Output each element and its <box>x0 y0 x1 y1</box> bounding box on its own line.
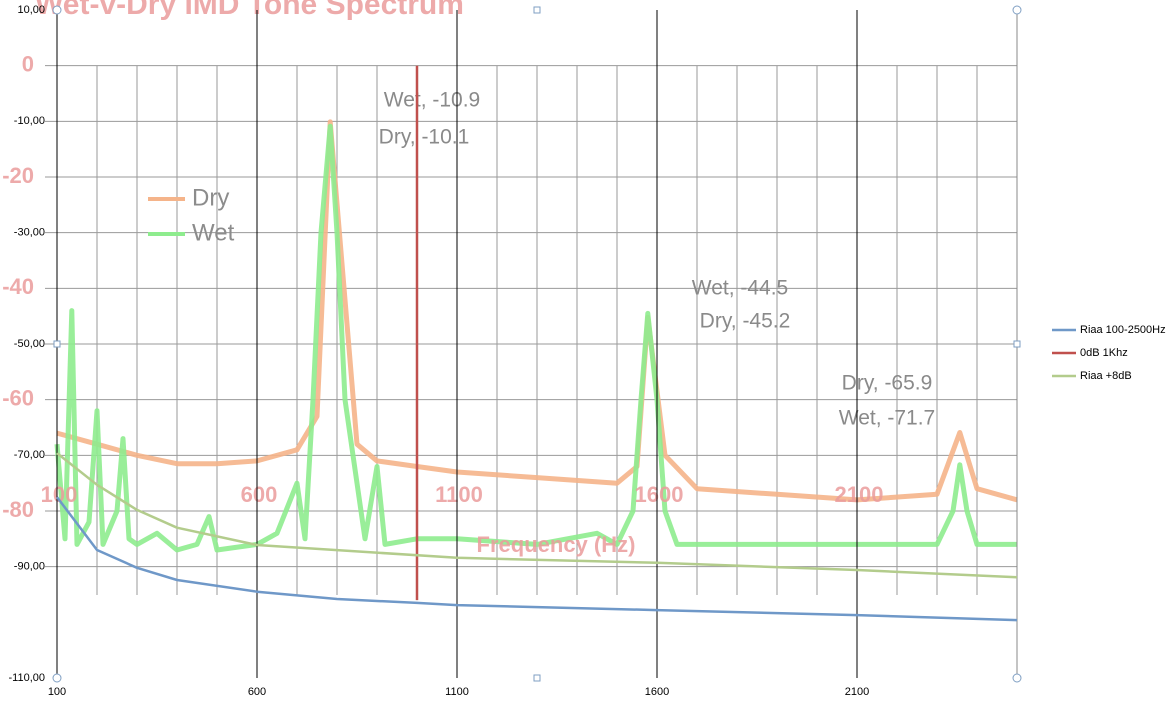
handle <box>533 674 541 682</box>
x-tick-label: 600 <box>241 482 278 507</box>
annotation: Wet, -10.9 <box>384 89 481 112</box>
x-tick-label: 100 <box>41 482 78 507</box>
annotation: Dry, -10.1 <box>379 126 470 149</box>
chart-title: Wet-v-Dry IMD Tone Spectrum <box>35 0 464 21</box>
y-tick-label: -50,00 <box>14 338 45 350</box>
y-tick-label: -10,00 <box>14 115 45 127</box>
legend-label: Dry <box>192 184 229 211</box>
selection-handles <box>52 5 1022 683</box>
y-tick-label: -70,00 <box>14 449 45 461</box>
x-tick-label: 2100 <box>845 686 869 698</box>
y-tick-label: -30,00 <box>14 227 45 239</box>
y-tick-label: 0 <box>22 51 34 76</box>
y-tick-label: -60 <box>2 385 34 410</box>
handle <box>533 6 541 14</box>
annotation: Dry, -45.2 <box>700 310 791 333</box>
legend-label: 0dB 1Khz <box>1080 347 1128 359</box>
annotation: Dry, -65.9 <box>842 372 933 395</box>
y-tick-label: 10,00 <box>17 4 45 16</box>
handle <box>52 5 62 15</box>
x-tick-label: 100 <box>48 686 66 698</box>
annotation: Wet, -71.7 <box>839 407 936 430</box>
excel-layer: 100 600 1100 1600 2100 10,00 -10,00 -30,00 -50,0… <box>9 4 1166 698</box>
x-axis-label: Frequency (Hz) <box>477 532 636 557</box>
annotation: Wet, -44.5 <box>692 277 789 300</box>
handle <box>52 673 62 683</box>
handle <box>1012 5 1022 15</box>
legend-label: Riaa +8dB <box>1080 370 1132 382</box>
x-tick-label: 1600 <box>635 482 684 507</box>
y-tick-label: -80 <box>2 497 34 522</box>
x-tick-label: 2100 <box>835 482 884 507</box>
x-tick-label: 1100 <box>435 482 483 507</box>
x-tick-label: 1600 <box>645 686 669 698</box>
y-tick-label: -40 <box>2 274 34 299</box>
y-tick-label: -90,00 <box>14 561 45 573</box>
series-line <box>56 496 1018 622</box>
x-tick-label: 1100 <box>445 686 469 698</box>
handle <box>1012 673 1022 683</box>
legend-label: Riaa 100-2500Hz <box>1080 324 1166 336</box>
handle <box>53 340 61 348</box>
legend-label: Wet <box>192 219 235 246</box>
y-tick-label: -20 <box>2 163 34 188</box>
handle <box>1013 340 1021 348</box>
x-tick-label: 600 <box>248 686 266 698</box>
series-line <box>54 123 1017 553</box>
series-line <box>56 452 1018 579</box>
y-tick-label: -110,00 <box>9 672 46 684</box>
